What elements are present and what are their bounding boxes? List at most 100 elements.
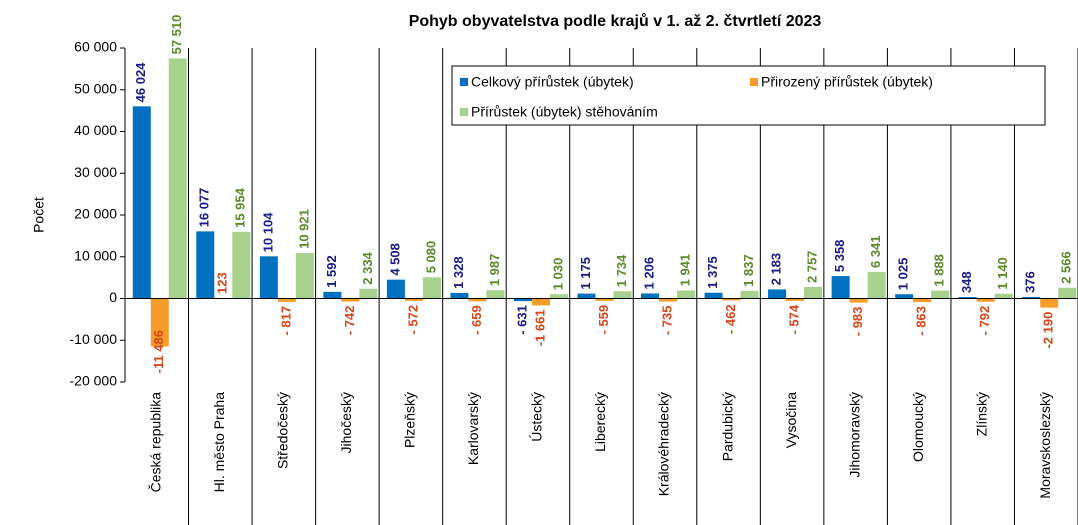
value-label: 1 328: [451, 256, 466, 289]
value-label: 5 080: [423, 241, 438, 274]
value-label: 1 734: [614, 254, 629, 287]
bar: [132, 106, 151, 299]
bar: [196, 231, 215, 299]
x-tick-label: Moravskoslezský: [1037, 392, 1053, 499]
legend-swatch: [750, 78, 758, 86]
value-label: -11 486: [151, 330, 166, 373]
legend-label: Přírůstek (úbytek) stěhováním: [471, 104, 658, 120]
legend-box: [451, 65, 1046, 126]
x-tick-label: Liberecký: [592, 392, 608, 452]
bar: [895, 294, 914, 299]
x-tick-label: Jihomoravský: [846, 392, 862, 478]
bar: [958, 297, 977, 299]
y-tick-label: -20 000: [70, 373, 118, 389]
bar: [849, 298, 868, 303]
value-label: - 574: [787, 304, 802, 334]
value-label: 1 140: [995, 257, 1010, 290]
bar: [295, 252, 314, 299]
bar: [341, 298, 360, 302]
value-label: -1 661: [532, 309, 547, 346]
value-label: 4 508: [387, 243, 402, 276]
bar: [468, 298, 487, 302]
value-label: - 742: [342, 306, 357, 336]
x-tick-label: Jihočeský: [338, 392, 354, 453]
value-label: 46 024: [133, 62, 148, 103]
bar: [150, 298, 169, 347]
y-axis-label: Počet: [31, 197, 47, 233]
value-label: 1 206: [641, 257, 656, 290]
bar: [549, 294, 568, 299]
value-label: 16 077: [197, 188, 212, 228]
bar: [831, 276, 850, 299]
bar: [168, 58, 187, 299]
value-label: 348: [959, 271, 974, 293]
bar: [577, 293, 596, 299]
bar: [740, 290, 759, 299]
bar: [913, 298, 932, 303]
bar: [595, 298, 614, 301]
y-tick-label: 40 000: [74, 122, 117, 138]
chart-title: Pohyb obyvatelstva podle krajů v 1. až 2…: [409, 13, 822, 30]
value-label: 57 510: [169, 15, 184, 55]
bar: [804, 286, 823, 299]
y-tick-label: 60 000: [74, 39, 117, 55]
value-label: 1 888: [932, 254, 947, 287]
x-tick-label: Ústecký: [529, 392, 545, 442]
y-tick-label: 30 000: [74, 164, 117, 180]
bar: [768, 289, 787, 299]
bar: [867, 272, 886, 299]
legend-label: Celkový přírůstek (úbytek): [471, 74, 634, 90]
value-label: 2 183: [769, 253, 784, 286]
bar: [386, 279, 405, 299]
value-label: 1 837: [741, 254, 756, 287]
value-label: -2 190: [1041, 312, 1056, 349]
legend-swatch: [460, 108, 468, 116]
bar: [422, 277, 441, 299]
legend-label: Přirozený přírůstek (úbytek): [761, 74, 933, 90]
bar: [1058, 287, 1077, 299]
value-label: 1 175: [578, 257, 593, 290]
value-label: - 631: [514, 305, 529, 335]
y-tick-label: 20 000: [74, 206, 117, 222]
bar: [1040, 298, 1059, 308]
value-label: - 735: [659, 306, 674, 336]
bar: [259, 256, 278, 299]
bar: [786, 298, 805, 301]
bar: [277, 298, 296, 302]
value-label: 2 566: [1059, 251, 1074, 284]
value-label: 123: [215, 272, 230, 294]
value-label: 1 025: [896, 258, 911, 291]
x-tick-label: Pardubický: [719, 392, 735, 461]
value-label: - 983: [850, 307, 865, 337]
bar: [1022, 296, 1041, 299]
y-tick-label: 50 000: [74, 80, 117, 96]
value-label: 10 104: [260, 212, 275, 253]
bar: [976, 298, 995, 302]
value-label: 2 334: [360, 251, 375, 284]
x-tick-label: Královéhradecký: [656, 392, 672, 496]
bar: [659, 298, 678, 302]
legend-swatch: [460, 78, 468, 86]
bar: [486, 290, 505, 299]
y-tick-label: 10 000: [74, 247, 117, 263]
value-label: 15 954: [233, 187, 248, 228]
bar: [323, 291, 342, 299]
value-label: 376: [1023, 271, 1038, 293]
x-tick-label: Vysočina: [783, 392, 799, 449]
bar: [722, 298, 741, 301]
value-label: - 572: [405, 305, 420, 335]
bar: [704, 292, 723, 299]
x-tick-label: Středočeský: [275, 392, 291, 469]
x-tick-label: Hl. město Praha: [211, 392, 227, 493]
bar: [613, 291, 632, 299]
x-tick-label: Karlovarský: [465, 392, 481, 465]
value-label: - 863: [914, 306, 929, 336]
value-label: - 559: [596, 305, 611, 335]
bar: [677, 290, 696, 299]
bar: [359, 288, 378, 299]
y-tick-label: -10 000: [70, 331, 118, 347]
bar: [404, 298, 423, 301]
value-label: 1 987: [487, 254, 502, 287]
value-label: 10 921: [296, 209, 311, 249]
